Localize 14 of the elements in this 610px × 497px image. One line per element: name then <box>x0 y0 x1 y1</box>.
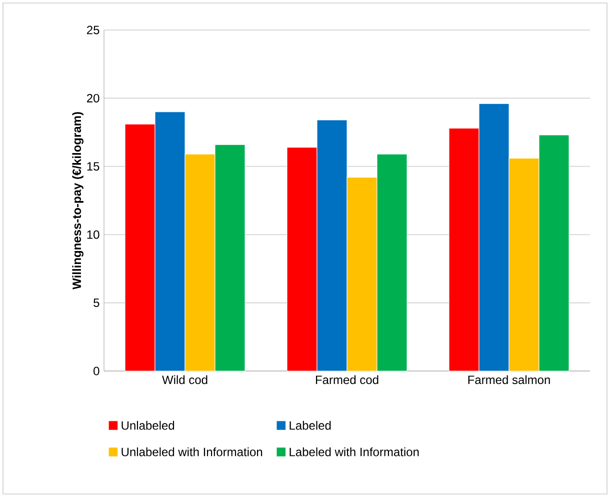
x-tick-label: Farmed cod <box>316 375 378 384</box>
x-tick-label: Wild cod <box>162 375 208 384</box>
x-tick-label: Farmed salmon <box>468 375 550 384</box>
legend-label: Labeled <box>290 420 331 430</box>
legend-label: Unlabeled <box>122 420 174 430</box>
y-tick-label: 20 <box>86 94 100 102</box>
y-tick-label: 10 <box>87 230 100 239</box>
y-tick-label: 0 <box>94 366 100 376</box>
y-tick-label: 5 <box>94 298 100 307</box>
y-tick-label: 15 <box>87 162 100 171</box>
legend-label: Labeled with Information <box>290 447 419 456</box>
legend-label: Unlabeled with Information <box>122 447 262 456</box>
y-axis-title: Willingness-to-pay (€/kilogram) <box>72 112 84 290</box>
y-tick-label: 25 <box>86 26 100 34</box>
